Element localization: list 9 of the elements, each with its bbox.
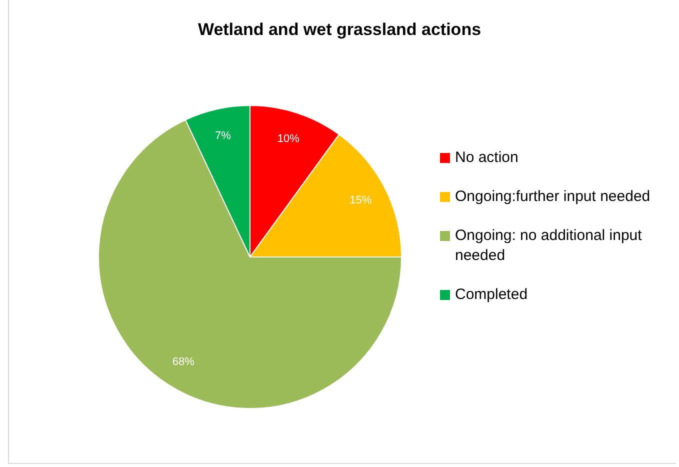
legend-label: Completed — [455, 285, 528, 305]
legend-label: Ongoing:further input needed — [455, 187, 650, 207]
data-label: 15% — [350, 194, 372, 207]
chart-title: Wetland and wet grassland actions — [196, 20, 482, 40]
data-label: 10% — [277, 132, 300, 145]
legend-label: No action — [455, 148, 518, 168]
data-label: 68% — [172, 356, 195, 368]
data-label: 7% — [214, 130, 232, 142]
legend-label: Ongoing: no additional input needed — [455, 226, 643, 266]
